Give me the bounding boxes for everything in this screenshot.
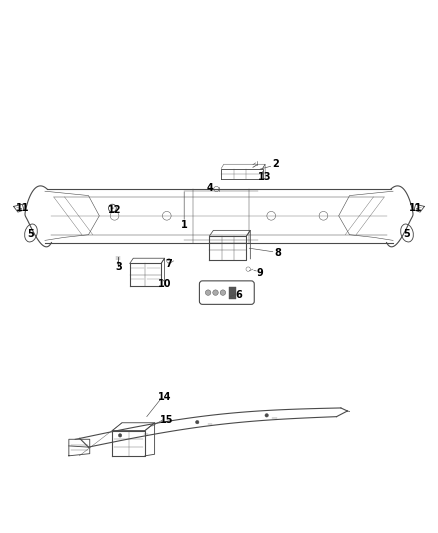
Text: 2: 2 (272, 159, 279, 169)
Text: 11: 11 (15, 203, 29, 213)
Circle shape (245, 294, 247, 296)
Text: 6: 6 (235, 290, 242, 300)
Circle shape (220, 290, 226, 295)
Circle shape (195, 421, 199, 424)
Circle shape (238, 294, 240, 296)
Text: 12: 12 (108, 205, 121, 215)
Text: 8: 8 (274, 248, 281, 259)
Text: 5: 5 (404, 229, 410, 239)
Text: 14: 14 (158, 392, 171, 402)
Circle shape (265, 414, 268, 417)
Circle shape (241, 294, 244, 296)
Text: 11: 11 (409, 203, 423, 213)
Circle shape (118, 434, 122, 437)
Bar (230, 287, 237, 298)
Text: 9: 9 (257, 268, 264, 278)
Circle shape (205, 290, 211, 295)
Text: 10: 10 (158, 279, 171, 289)
Text: 4: 4 (207, 183, 214, 193)
Text: 15: 15 (160, 415, 173, 425)
Text: 13: 13 (258, 172, 272, 182)
Text: 5: 5 (28, 229, 34, 239)
Text: 7: 7 (166, 260, 172, 269)
Circle shape (213, 290, 218, 295)
Text: 3: 3 (116, 262, 122, 271)
Text: 1: 1 (181, 220, 187, 230)
